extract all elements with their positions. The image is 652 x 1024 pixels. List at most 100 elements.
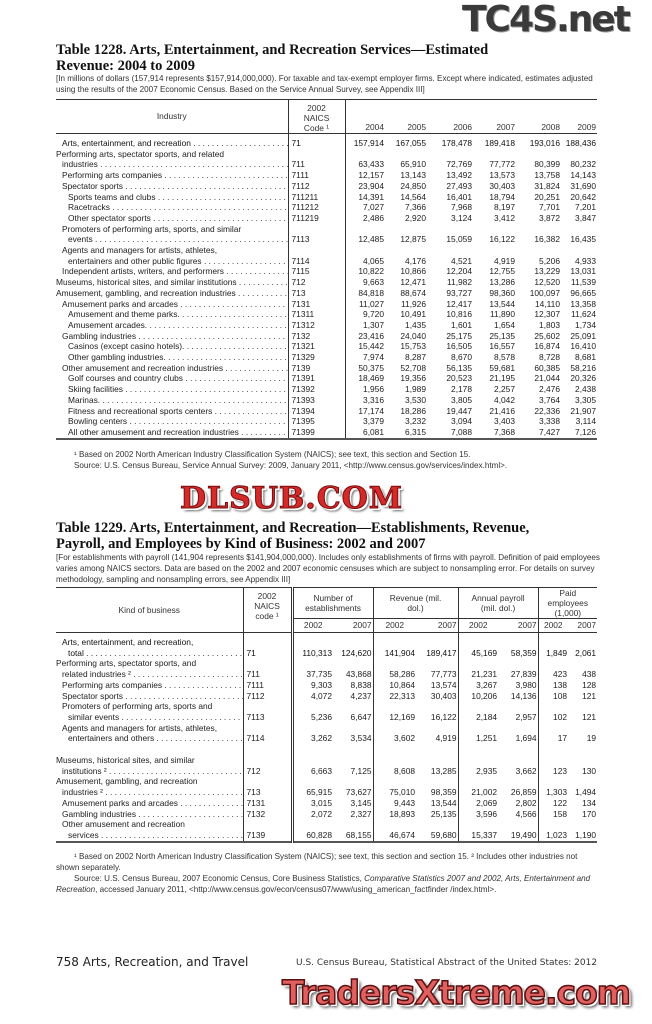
- value-cell: 20,326: [570, 373, 596, 384]
- row-label-line: Promoters of performing arts, sports and: [62, 701, 213, 712]
- value-cell: 10,816: [446, 309, 472, 320]
- row-label: Amusement and theme parks.: [56, 309, 288, 320]
- row-label-line: Performing arts companies: [56, 680, 243, 691]
- value-cell: 27,839: [510, 669, 537, 680]
- row-label-line: Spectator sports: [56, 691, 243, 702]
- value-cell: 24,850: [400, 180, 426, 191]
- row-label: Skiing facilities: [56, 384, 288, 395]
- value-cell: 98,360: [489, 287, 515, 298]
- value-cell: 1,303: [537, 776, 569, 798]
- value-cell: 1,601: [451, 319, 472, 330]
- value-cell: 4,072: [290, 690, 333, 702]
- row-label-line: entertainers and others: [56, 733, 243, 744]
- table-1228-title: Table 1228. Arts, Entertainment, and Rec…: [56, 42, 489, 74]
- value-cell: 8,578: [494, 352, 515, 363]
- naics-code: 712: [287, 277, 345, 288]
- value-cell: 16,410: [570, 341, 596, 352]
- table-1229-headnote: [For establishments with payroll (141,90…: [56, 553, 600, 584]
- row-label-line: industries: [56, 159, 288, 170]
- value-cell: 19,447: [446, 405, 472, 416]
- value-cell: 22,336: [534, 405, 560, 416]
- row-label: Golf courses and country clubs: [56, 373, 288, 384]
- value-cell: 25,091: [570, 330, 596, 341]
- row-label-line: Museums, historical sites, and similar: [56, 755, 195, 766]
- spacer-row: [56, 744, 597, 756]
- row-label-line: Other spectator sports: [56, 213, 288, 224]
- value-cell: 2,920: [405, 212, 426, 223]
- row-label-line: Arts, entertainment, and recreation: [56, 138, 288, 149]
- value-cell: 26,859: [510, 787, 537, 798]
- row-label-line: Amusement parks and arcades: [56, 299, 288, 310]
- column-header-year: 2002: [290, 618, 333, 633]
- value-cell: 12,875: [400, 234, 426, 245]
- table-row: Skiing facilities713921,956 1,989 2,178 2,2…: [56, 384, 597, 395]
- value-cell: 18,794: [489, 191, 515, 202]
- value-cell: 4,919: [435, 733, 457, 744]
- row-label-line: total: [56, 648, 243, 659]
- value-cell: 10,491: [400, 309, 426, 320]
- value-cell: 2,438: [575, 384, 596, 395]
- row-label-line: Performing arts, spectator sports, and: [56, 658, 197, 669]
- dlsub-watermark-logo: DLSUB.COM: [180, 481, 403, 516]
- value-cell: 128: [582, 679, 597, 690]
- row-label: Spectator sports: [56, 181, 288, 192]
- column-header-year: 2006: [453, 122, 472, 133]
- table-row: Other amusement and recreationservices71…: [56, 819, 597, 842]
- table-row: Other amusement and recreation industrie…: [56, 362, 597, 374]
- naics-code: 7115: [287, 266, 345, 278]
- table-row: Amusement parks and arcades713111,027 11,…: [56, 298, 597, 310]
- table-row: Spectator sports711223,904 24,850 27,493 30…: [56, 180, 597, 192]
- value-cell: 3,596: [457, 808, 499, 820]
- table-row: Independent artists, writers, and perfor…: [56, 266, 597, 278]
- value-cell: 10,822: [344, 266, 385, 278]
- value-cell: 18,469: [344, 373, 385, 385]
- value-cell: 8,670: [451, 352, 472, 363]
- row-label-line: Amusement parks and arcades: [56, 798, 243, 809]
- value-cell: 100,097: [529, 287, 560, 298]
- naics-code: 7111: [287, 170, 345, 181]
- naics-code: 7114: [242, 722, 292, 745]
- table-row: Arts, entertainment, and recreation71157…: [56, 133, 597, 149]
- column-header-year: 2007: [437, 620, 457, 631]
- value-cell: 15,337: [457, 819, 499, 842]
- value-cell: 3,805: [451, 394, 472, 405]
- column-group-establishments: Number of establishments: [290, 587, 374, 619]
- row-label-line: Amusement, gambling, and recreation indu…: [56, 288, 288, 299]
- value-cell: 9,443: [372, 797, 417, 809]
- value-cell: 3,764: [539, 394, 560, 405]
- value-cell: 4,237: [350, 690, 372, 701]
- value-cell: 4,566: [515, 808, 537, 819]
- value-cell: 75,010: [372, 776, 417, 798]
- value-cell: 6,081: [344, 426, 385, 439]
- row-label: Museums, historical sites, and similar in…: [56, 755, 243, 776]
- row-label: Spectator sports: [56, 691, 243, 702]
- value-cell: 1,307: [344, 319, 385, 331]
- naics-code: 7132: [287, 330, 345, 342]
- value-cell: 1,023: [537, 819, 569, 842]
- table-row: Casinos (except casino hotels).7132115,4…: [56, 341, 597, 353]
- row-label: Performing arts companies: [56, 680, 243, 691]
- value-cell: 21,044: [534, 373, 560, 384]
- value-cell: 56,135: [446, 362, 472, 373]
- column-header-year: 2005: [407, 122, 426, 133]
- row-label: Amusement parks and arcades: [56, 299, 288, 310]
- value-cell: 3,980: [515, 679, 537, 690]
- value-cell: 134: [582, 797, 597, 808]
- value-cell: 10,206: [457, 690, 499, 702]
- value-cell: 13,143: [400, 170, 426, 181]
- value-cell: 3,114: [575, 416, 596, 427]
- page-footer-section: 758 Arts, Recreation, and Travel: [56, 955, 249, 969]
- row-label-line: Other amusement and recreation industrie…: [56, 363, 288, 374]
- row-label: Casinos (except casino hotels).: [56, 341, 288, 352]
- value-cell: 3,412: [494, 212, 515, 223]
- naics-code: 71: [287, 133, 345, 149]
- value-cell: 16,557: [489, 341, 515, 352]
- value-cell: 72,769: [446, 159, 472, 170]
- row-label-line: events: [56, 234, 288, 245]
- row-label-line: Golf courses and country clubs: [56, 373, 288, 384]
- table-1228-footnote: ¹ Based on 2002 North American Industry …: [74, 450, 471, 459]
- column-header-year: 2004: [344, 99, 385, 134]
- naics-code: 711: [242, 658, 292, 680]
